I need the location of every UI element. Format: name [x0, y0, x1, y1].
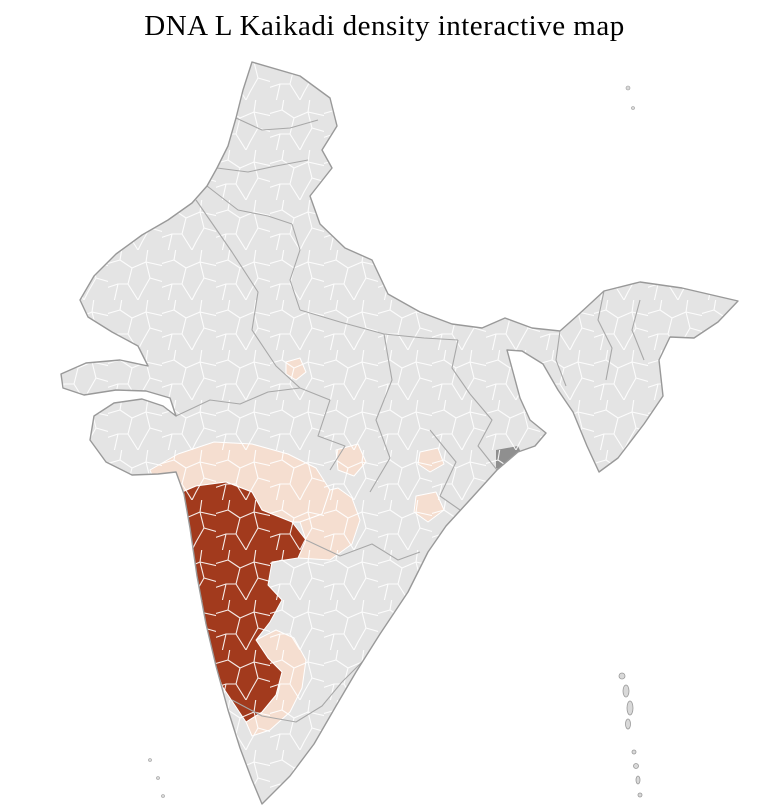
lakshadweep-islands[interactable] — [148, 758, 165, 798]
small-map-fragments — [625, 85, 635, 110]
no-data-region[interactable] — [36, 398, 54, 412]
page-title: DNA L Kaikadi density interactive map — [144, 10, 625, 42]
andaman-nicobar-islands[interactable] — [618, 672, 643, 798]
